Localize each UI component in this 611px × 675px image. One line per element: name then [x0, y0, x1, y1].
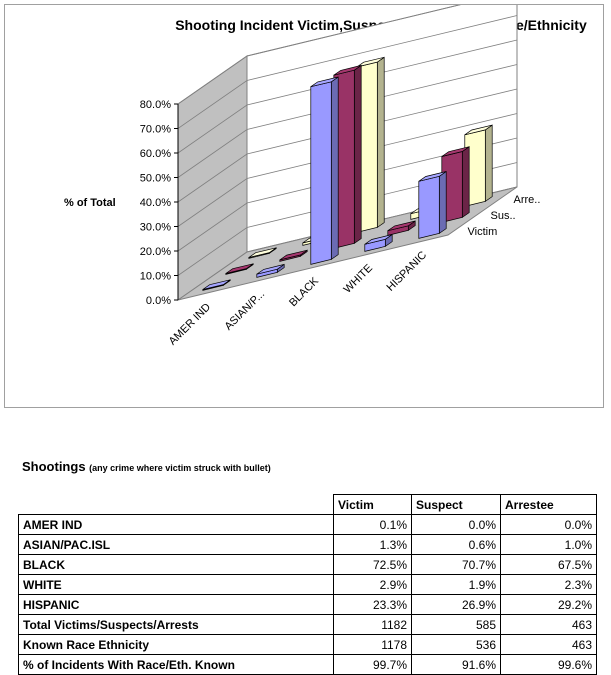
- gridline: [177, 113, 518, 227]
- cell-value: 0.0%: [500, 514, 597, 535]
- depth-tick-label: Sus..: [491, 210, 516, 222]
- row-label: Known Race Ethnicity: [18, 634, 334, 655]
- row-label: WHITE: [18, 574, 334, 595]
- depth-tick-label: Arre..: [514, 194, 541, 206]
- table-header-suspect: Suspect: [411, 494, 501, 515]
- bar-top: [356, 56, 385, 68]
- table-row: Total Victims/Suspects/Arrests 1182 585 …: [18, 614, 597, 635]
- cell-value: 2.9%: [333, 574, 412, 595]
- bar-top: [418, 171, 447, 182]
- cell-value: 72.5%: [333, 554, 412, 575]
- bar-top: [464, 124, 493, 136]
- table-row: BLACK 72.5% 70.7% 67.5%: [18, 554, 597, 575]
- y-tick-label: 60.0%: [140, 148, 171, 160]
- table-title: Shootings: [22, 459, 86, 474]
- x-tick-label: HISPANIC: [384, 249, 429, 294]
- table-row: Known Race Ethnicity 1178 536 463: [18, 634, 597, 655]
- shootings-table: Victim Suspect Arrestee AMER IND 0.1% 0.…: [18, 494, 597, 675]
- cell-value: 2.3%: [500, 574, 597, 595]
- cell-value: 26.9%: [411, 594, 501, 615]
- bar-side: [330, 76, 339, 261]
- y-axis-label: % of Total: [64, 197, 116, 209]
- bar: [310, 81, 332, 265]
- bar-side: [376, 56, 385, 229]
- cell-value: 0.1%: [333, 514, 412, 535]
- bar-top: [256, 264, 285, 275]
- y-tick-label: 30.0%: [140, 222, 171, 234]
- bar-side: [353, 64, 362, 245]
- table-title-block: Shootings (any crime where victim struck…: [22, 459, 271, 474]
- row-label: Total Victims/Suspects/Arrests: [18, 614, 334, 635]
- table-header-row: Victim Suspect Arrestee: [19, 494, 597, 515]
- depth-tick-label: Victim: [468, 226, 498, 238]
- row-label: AMER IND: [18, 514, 334, 535]
- row-label: % of Incidents With Race/Eth. Known: [18, 654, 334, 675]
- bar-top: [225, 263, 254, 274]
- row-label: BLACK: [18, 554, 334, 575]
- cell-value: 463: [500, 614, 597, 635]
- bar: [418, 175, 440, 239]
- cell-value: 67.5%: [500, 554, 597, 575]
- gridline: [177, 88, 518, 203]
- cell-value: 99.6%: [500, 654, 597, 675]
- table-header-victim: Victim: [333, 494, 412, 515]
- y-tick-label: 80.0%: [140, 99, 171, 111]
- x-tick-label: WHITE: [342, 262, 376, 296]
- table-row: % of Incidents With Race/Eth. Known 99.7…: [18, 654, 597, 675]
- cell-value: 1182: [333, 614, 412, 635]
- bar-top: [387, 220, 416, 232]
- chart-frame: Shooting Incident Victim,Suspect and Arr…: [4, 4, 604, 408]
- table-row: AMER IND 0.1% 0.0% 0.0%: [18, 514, 597, 535]
- x-tick-label: BLACK: [287, 275, 321, 309]
- bar-top: [279, 249, 308, 261]
- gridline: [177, 39, 518, 154]
- table-header-blank: [19, 495, 334, 515]
- cell-value: 29.2%: [500, 594, 597, 615]
- bar-top: [202, 279, 231, 290]
- table-row: WHITE 2.9% 1.9% 2.3%: [18, 574, 597, 595]
- cell-value: 0.6%: [411, 534, 501, 555]
- row-label: HISPANIC: [18, 594, 334, 615]
- table-subtitle: (any crime where victim struck with bull…: [89, 463, 271, 473]
- y-tick-label: 70.0%: [140, 124, 171, 136]
- y-tick-label: 0.0%: [146, 295, 171, 307]
- bar-side: [461, 146, 470, 219]
- cell-value: 70.7%: [411, 554, 501, 575]
- table-row: ASIAN/PAC.ISL 1.3% 0.6% 1.0%: [18, 534, 597, 555]
- y-tick-label: 50.0%: [140, 173, 171, 185]
- bar-top: [441, 146, 470, 157]
- bar-top: [364, 234, 393, 245]
- cell-value: 1.0%: [500, 534, 597, 555]
- x-tick-label: AMER IND: [167, 301, 214, 348]
- cell-value: 585: [411, 614, 501, 635]
- bar-side: [438, 170, 447, 235]
- cell-value: 23.3%: [333, 594, 412, 615]
- bar-side: [484, 124, 493, 203]
- cell-value: 536: [411, 634, 501, 655]
- cell-value: 0.0%: [411, 514, 501, 535]
- chart-3d-bar: Shooting Incident Victim,Suspect and Arr…: [64, 5, 587, 348]
- gridline: [177, 5, 461, 105]
- cell-value: 1178: [333, 634, 412, 655]
- y-tick-label: 10.0%: [140, 271, 171, 283]
- x-tick-label: ASIAN/P...: [222, 288, 267, 333]
- table-header-arrestee: Arrestee: [500, 494, 597, 515]
- gridline: [177, 15, 518, 129]
- row-label: ASIAN/PAC.ISL: [18, 534, 334, 555]
- cell-value: 1.9%: [411, 574, 501, 595]
- gridline: [177, 64, 518, 178]
- gridline: [177, 137, 518, 252]
- bar-top: [248, 247, 277, 258]
- bar-top: [310, 76, 339, 88]
- y-tick-label: 40.0%: [140, 197, 171, 209]
- cell-value: 1.3%: [333, 534, 412, 555]
- cell-value: 91.6%: [411, 654, 501, 675]
- table-row: HISPANIC 23.3% 26.9% 29.2%: [18, 594, 597, 615]
- y-tick-label: 20.0%: [140, 246, 171, 258]
- cell-value: 99.7%: [333, 654, 412, 675]
- cell-value: 463: [500, 634, 597, 655]
- bar-top: [333, 65, 362, 76]
